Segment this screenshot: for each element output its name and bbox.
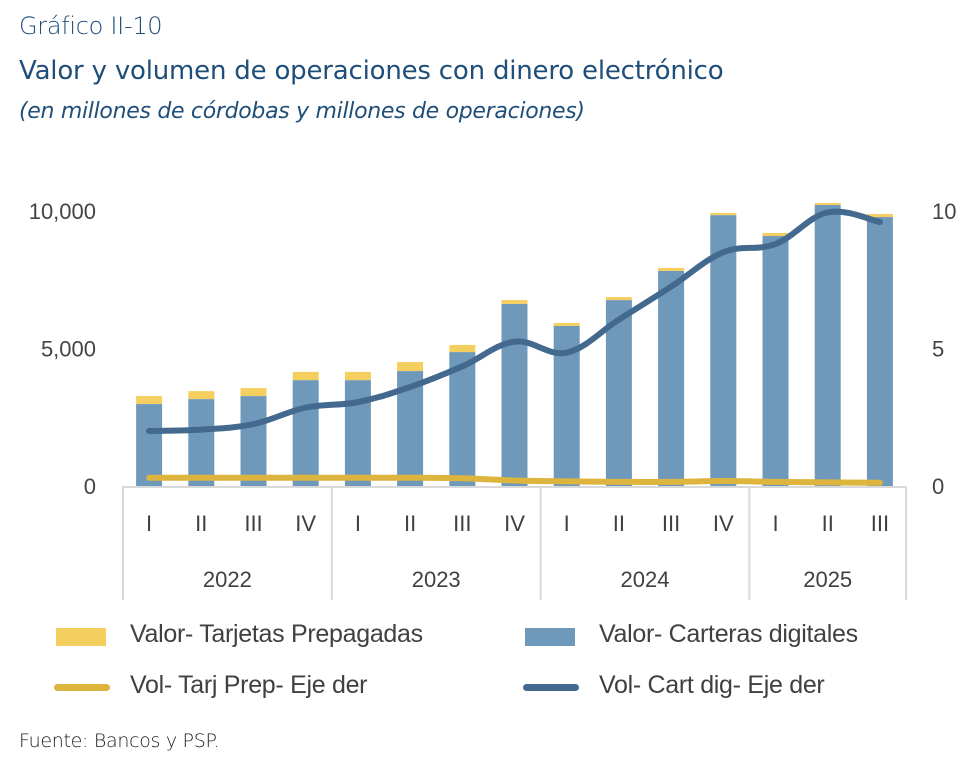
legend-item-wallets-value: Valor- Carteras digitales	[525, 620, 945, 654]
legend-label: Valor- Carteras digitales	[599, 620, 858, 648]
bar-wallets-value	[501, 303, 528, 486]
legend-label: Vol- Cart dig- Eje der	[599, 671, 825, 699]
x-tick-label: III	[662, 511, 680, 536]
legend-item-wallets-volume: Vol- Cart dig- Eje der	[523, 671, 945, 705]
legend-label: Valor- Tarjetas Prepagadas	[130, 620, 423, 648]
bar-wallets-value	[605, 300, 632, 486]
right-axis: 0 5 10	[932, 199, 956, 499]
legend-label: Vol- Tarj Prep- Eje der	[130, 671, 368, 699]
x-tick-label: I	[355, 511, 361, 536]
legend-item-prepaid-value: Valor- Tarjetas Prepagadas	[56, 620, 456, 654]
right-tick-label: 5	[932, 337, 944, 362]
bar-prepaid-value	[240, 388, 267, 397]
line-wallets-volume	[146, 208, 883, 434]
bar-prepaid-value	[292, 371, 319, 381]
bar-wallets-value	[866, 217, 893, 487]
legend-line-prepaid-volume	[54, 684, 110, 691]
bar-wallets-value	[292, 380, 319, 486]
legend-line-wallets-volume	[523, 684, 579, 691]
bar-prepaid-value	[658, 267, 685, 271]
left-tick-label: 0	[84, 474, 96, 499]
x-tick-label: III	[244, 511, 262, 536]
chart-title: Valor y volumen de operaciones con diner…	[19, 56, 724, 86]
x-tick-label: II	[195, 511, 207, 536]
x-group-label: 2023	[412, 567, 461, 592]
x-group-label: 2022	[203, 567, 252, 592]
x-tick-label: IV	[504, 511, 525, 536]
x-tick-label: III	[871, 511, 889, 536]
bar-prepaid-value	[553, 322, 580, 326]
x-tick-label: IV	[713, 511, 734, 536]
x-group-label: 2025	[803, 567, 852, 592]
lines-layer	[146, 208, 883, 486]
bar-prepaid-value	[344, 371, 371, 381]
x-tick-label: III	[453, 511, 471, 536]
chart-subtitle: (en millones de córdobas y millones de o…	[19, 99, 585, 124]
bar-wallets-value	[344, 380, 371, 486]
line-prepaid-volume	[146, 474, 883, 486]
bar-prepaid-value	[397, 361, 424, 372]
x-tick-label: I	[146, 511, 152, 536]
right-tick-label: 0	[932, 474, 944, 499]
bar-prepaid-value	[710, 212, 737, 216]
legend-item-prepaid-volume: Vol- Tarj Prep- Eje der	[54, 671, 456, 705]
left-tick-label: 10,000	[29, 199, 96, 224]
bar-prepaid-value	[762, 233, 789, 237]
source-note: Fuente: Bancos y PSP.	[19, 730, 220, 752]
bar-prepaid-value	[814, 203, 841, 205]
bar-prepaid-value	[501, 300, 528, 304]
bar-prepaid-value	[449, 344, 476, 353]
bar-prepaid-value	[866, 214, 893, 218]
chart-number: Gráfico II-10	[19, 12, 163, 40]
right-tick-label: 10	[932, 199, 956, 224]
bar-wallets-value	[136, 404, 163, 486]
bar-wallets-value	[240, 396, 267, 486]
bar-wallets-value	[814, 204, 841, 486]
left-axis: 0 5,000 10,000	[29, 199, 96, 499]
bar-prepaid-value	[188, 391, 215, 400]
x-tick-label: I	[772, 511, 778, 536]
bar-wallets-value	[188, 399, 215, 486]
legend-swatch-wallets-value	[525, 628, 575, 646]
bar-prepaid-value	[136, 396, 163, 405]
x-tick-label: IV	[295, 511, 316, 536]
x-tick-label: I	[564, 511, 570, 536]
bar-wallets-value	[658, 270, 685, 486]
bar-wallets-value	[449, 352, 476, 486]
bar-wallets-value	[710, 215, 737, 486]
x-group-label: 2024	[621, 567, 670, 592]
legend-swatch-prepaid-value	[56, 628, 106, 646]
bar-prepaid-value	[605, 297, 632, 301]
x-tick-label: II	[822, 511, 834, 536]
x-tick-label: II	[404, 511, 416, 536]
x-tick-label: II	[613, 511, 625, 536]
left-tick-label: 5,000	[41, 337, 96, 362]
bar-wallets-value	[762, 236, 789, 486]
